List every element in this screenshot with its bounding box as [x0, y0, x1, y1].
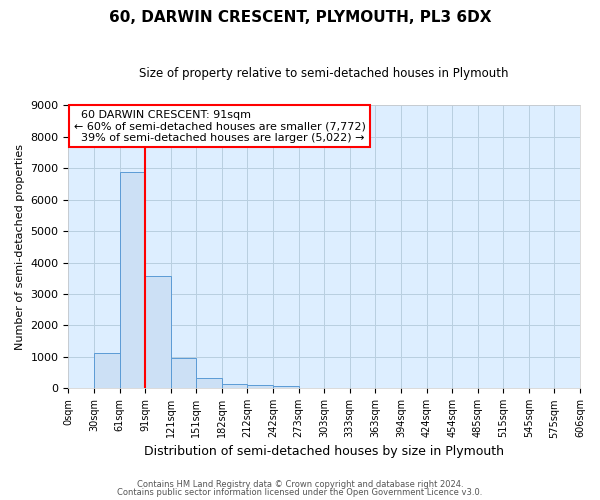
X-axis label: Distribution of semi-detached houses by size in Plymouth: Distribution of semi-detached houses by …: [144, 444, 504, 458]
Title: Size of property relative to semi-detached houses in Plymouth: Size of property relative to semi-detach…: [139, 68, 509, 80]
Bar: [196, 378, 222, 388]
Bar: [145, 276, 171, 388]
Bar: [273, 386, 299, 388]
Y-axis label: Number of semi-detached properties: Number of semi-detached properties: [15, 144, 25, 350]
Text: 60 DARWIN CRESCENT: 91sqm
← 60% of semi-detached houses are smaller (7,772)
  39: 60 DARWIN CRESCENT: 91sqm ← 60% of semi-…: [74, 110, 365, 142]
Text: Contains public sector information licensed under the Open Government Licence v3: Contains public sector information licen…: [118, 488, 482, 497]
Bar: [171, 358, 196, 388]
Bar: [94, 353, 119, 388]
Bar: [222, 384, 247, 388]
Text: 60, DARWIN CRESCENT, PLYMOUTH, PL3 6DX: 60, DARWIN CRESCENT, PLYMOUTH, PL3 6DX: [109, 10, 491, 25]
Bar: [247, 385, 273, 388]
Bar: [119, 172, 145, 388]
Text: Contains HM Land Registry data © Crown copyright and database right 2024.: Contains HM Land Registry data © Crown c…: [137, 480, 463, 489]
